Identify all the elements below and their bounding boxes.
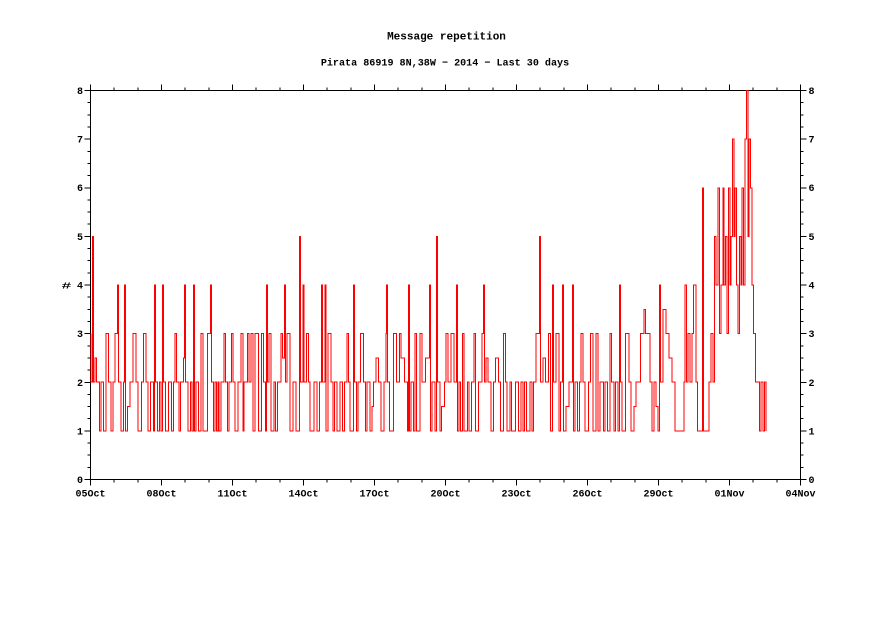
svg-text:26Oct: 26Oct	[572, 490, 602, 501]
svg-text:2: 2	[809, 379, 815, 390]
svg-text:7: 7	[809, 136, 815, 147]
svg-text:3: 3	[809, 330, 815, 341]
svg-text:4: 4	[809, 282, 815, 293]
svg-text:2: 2	[77, 379, 83, 390]
svg-text:6: 6	[77, 184, 83, 195]
svg-text:0: 0	[809, 476, 815, 487]
svg-text:5: 5	[77, 233, 83, 244]
svg-text:4: 4	[77, 282, 83, 293]
svg-text:05Oct: 05Oct	[75, 490, 105, 501]
svg-text:Message repetition: Message repetition	[387, 32, 506, 44]
svg-text:8: 8	[77, 87, 83, 98]
svg-text:Pirata 86919 8N,38W − 2014 − L: Pirata 86919 8N,38W − 2014 − Last 30 day…	[321, 58, 569, 70]
svg-text:1: 1	[809, 427, 815, 438]
svg-text:29Oct: 29Oct	[643, 490, 673, 501]
svg-text:1: 1	[77, 427, 83, 438]
svg-text:5: 5	[809, 233, 815, 244]
svg-text:04Nov: 04Nov	[785, 490, 815, 501]
svg-text:20Oct: 20Oct	[430, 490, 460, 501]
svg-text:23Oct: 23Oct	[501, 490, 531, 501]
svg-text:17Oct: 17Oct	[359, 490, 389, 501]
svg-text:0: 0	[77, 476, 83, 487]
svg-text:11Oct: 11Oct	[217, 490, 247, 501]
svg-text:01Nov: 01Nov	[714, 490, 744, 501]
svg-text:#: #	[62, 282, 72, 292]
svg-text:14Oct: 14Oct	[288, 490, 318, 501]
svg-text:3: 3	[77, 330, 83, 341]
svg-text:8: 8	[809, 87, 815, 98]
svg-text:7: 7	[77, 136, 83, 147]
svg-text:08Oct: 08Oct	[146, 490, 176, 501]
svg-text:6: 6	[809, 184, 815, 195]
